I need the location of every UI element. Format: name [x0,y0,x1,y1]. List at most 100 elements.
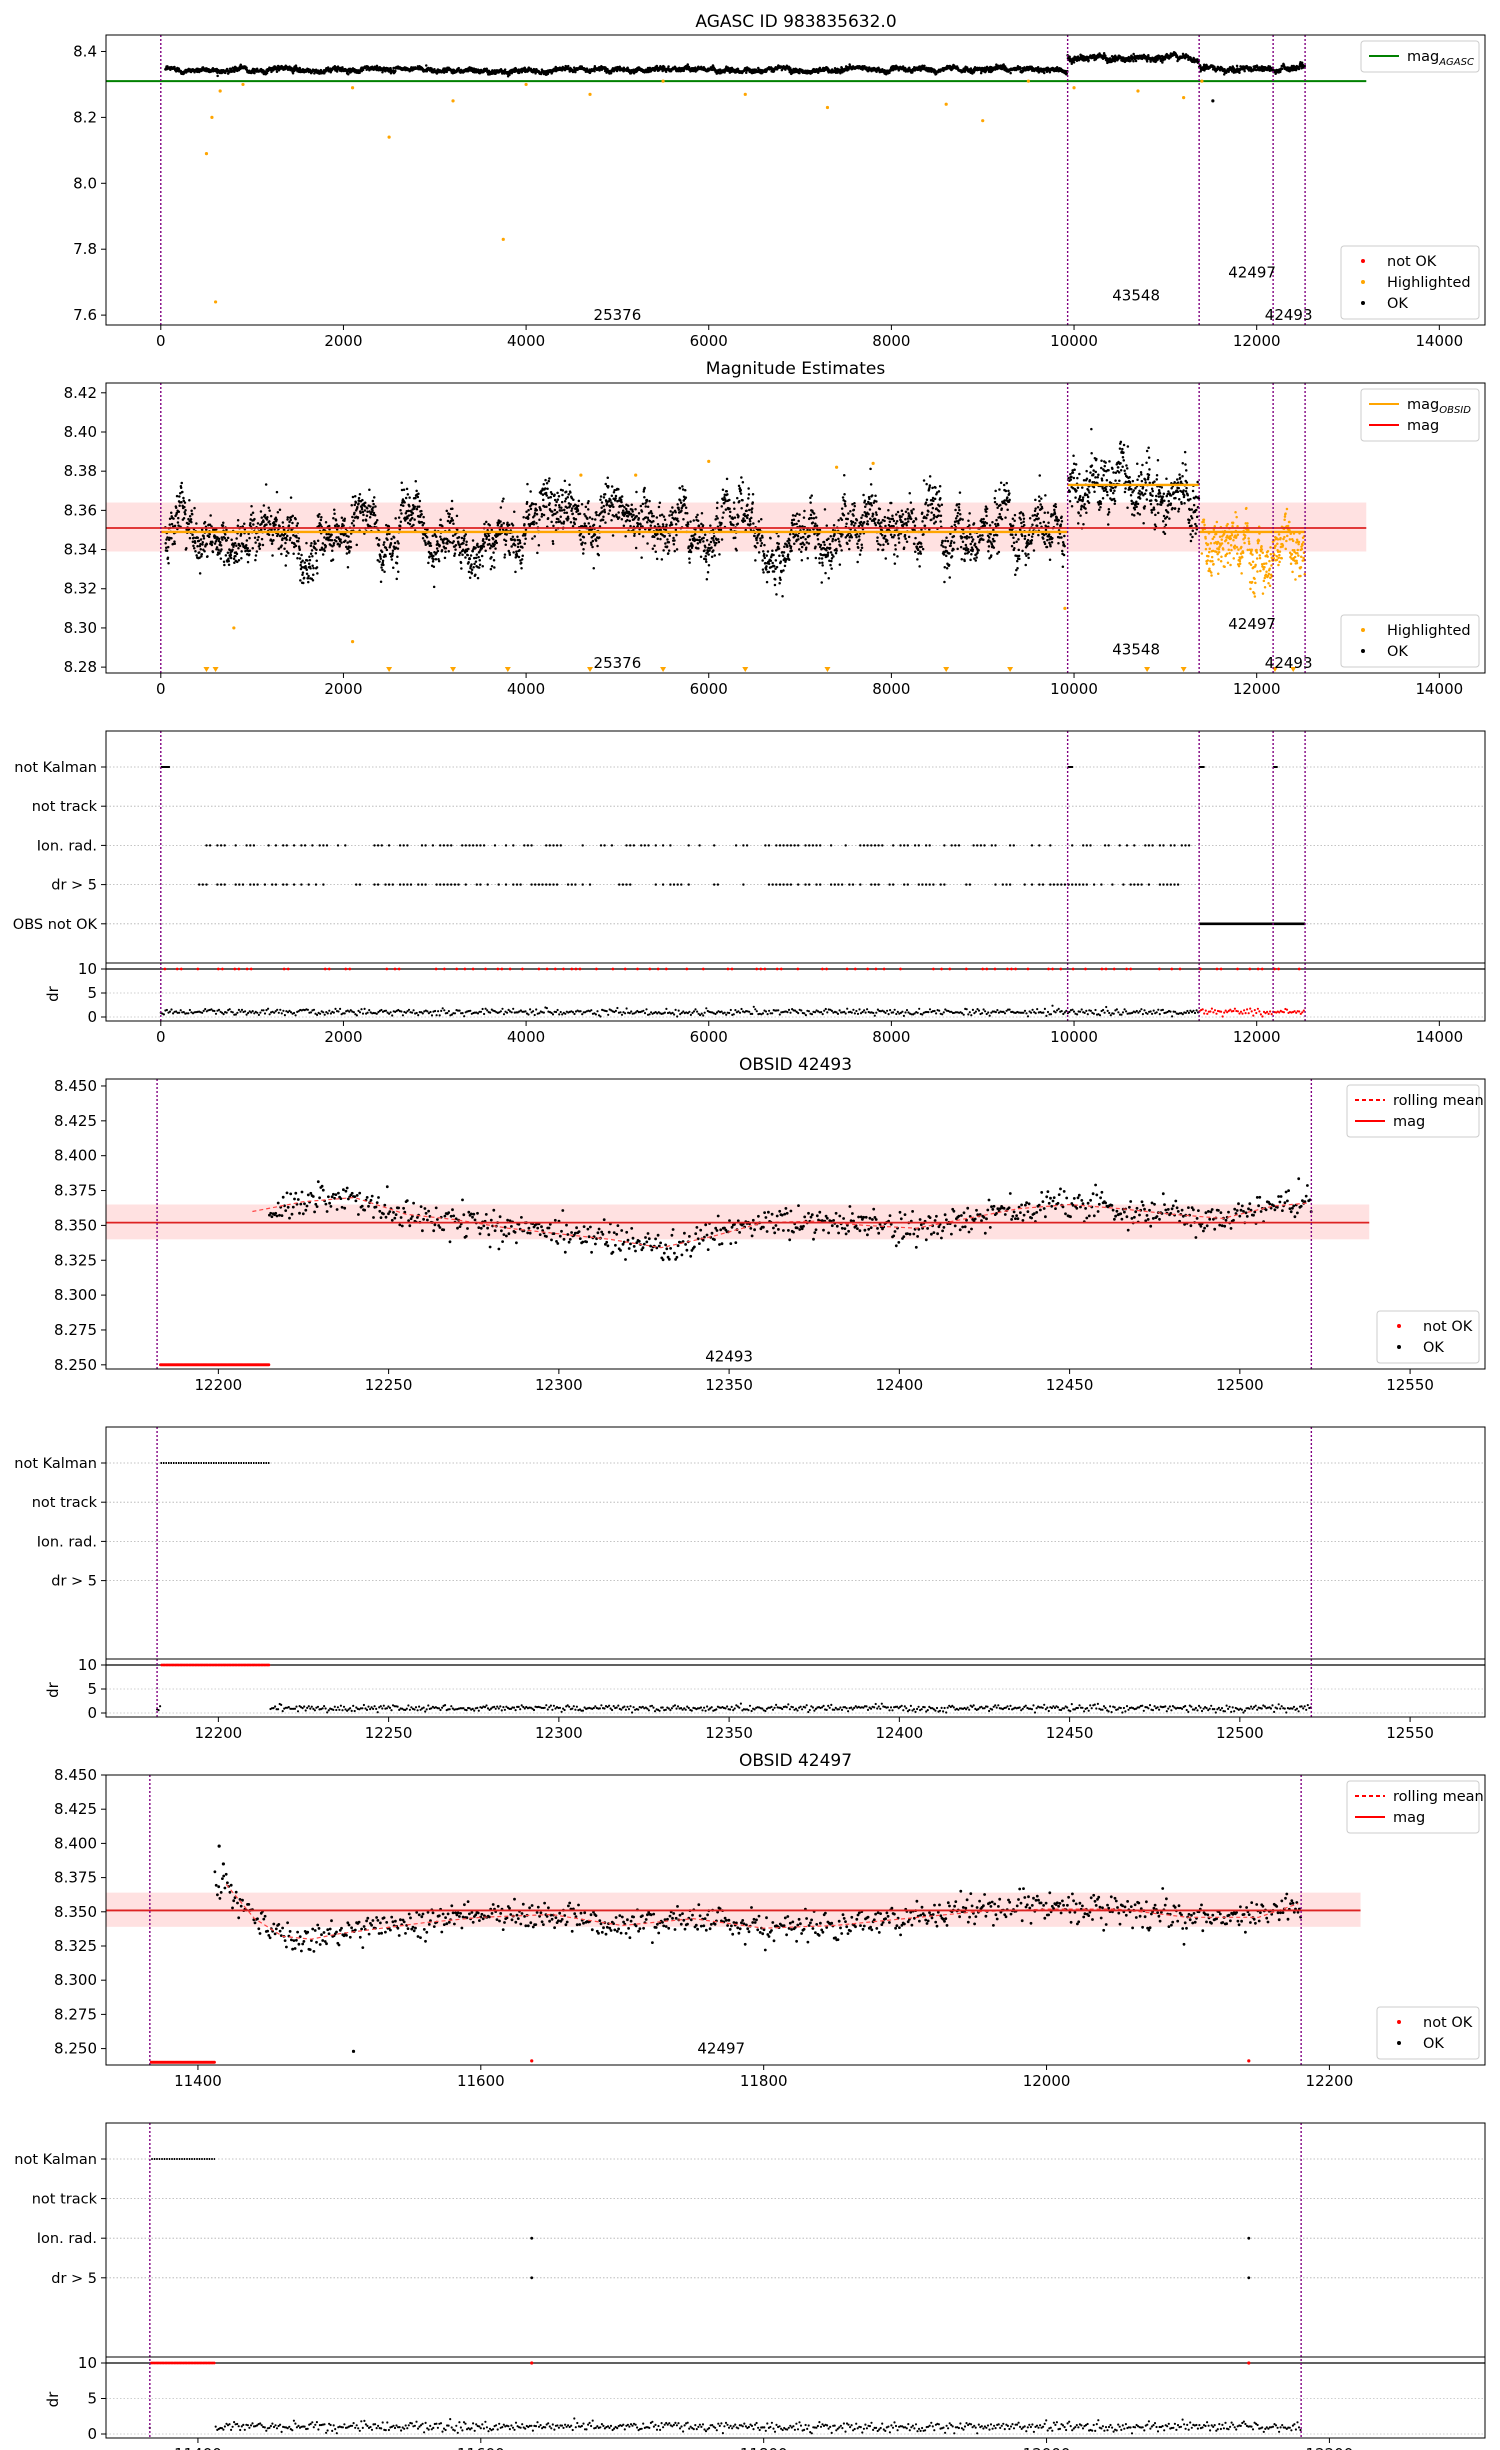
legend-label: not OK [1423,2015,1473,2031]
legend-label: OK [1387,644,1408,660]
y-tick-label: 8.425 [54,1112,97,1130]
y-tick-label: 8.4 [73,42,97,60]
x-tick-label: 12250 [365,1724,413,1742]
data-point [530,2236,534,2240]
x-tick-label: 12300 [535,1376,583,1394]
panel-p1: 25376 43548 42497 42493 0 2000 4000 6000 8000 100… [73,34,1486,350]
highlighted-marker [1180,667,1187,672]
panel-p2: Magnitude Estimates 25376 43548 42497 42493 0… [64,359,1486,698]
data-point-cloud [159,1004,1200,1018]
obsid-label: 42493 [1265,306,1313,324]
legend-label: OK [1423,2036,1444,2052]
dr-tick-label: 0 [87,2425,97,2443]
data-point [871,461,875,465]
highlighted-marker [1007,667,1014,672]
y-tick-label: 8.30 [64,619,97,637]
y-tick-label: 8.275 [54,2005,97,2023]
x-tick-label: 4000 [507,332,545,350]
x-tick-label: 14000 [1415,680,1463,698]
legend [1346,1780,1480,1834]
dr-tick-label: 10 [78,960,97,978]
flag-category-label: Ion. rad. [37,1534,97,1550]
x-tick-label: 6000 [690,332,728,350]
highlighted-marker [450,667,457,672]
flag-category-label: not track [32,1495,98,1511]
data-point-cloud [433,467,1066,598]
x-tick-label: 8000 [872,332,910,350]
y-tick-label: 8.34 [64,541,97,559]
obsid-label: 42497 [1228,263,1276,281]
data-point [350,640,355,644]
x-tick-label: 12200 [195,1376,243,1394]
y-tick-label: 7.6 [73,306,97,324]
flag-category-label: not track [32,2192,98,2208]
legend-label: Highlighted [1387,623,1471,639]
x-tick-label: 11400 [174,2072,222,2090]
data-point [241,82,245,87]
x-tick-label: 12200 [1306,2072,1354,2090]
legend-swatch [1361,259,1365,263]
x-tick-label: 11600 [457,2072,505,2090]
y-tick-label: 8.450 [54,1766,97,1784]
panel-p5: not Kalman not track Ion. rad. dr > 5 0 5 10 dr… [14,1426,1486,1742]
x-tick-label: 11800 [740,2072,788,2090]
data-point [1211,99,1215,103]
flag-category-label: OBS not OK [13,917,98,933]
y-tick-label: 8.36 [64,501,97,519]
obsid-label: 42493 [1265,654,1313,672]
flag-category-label: Ion. rad. [37,2231,97,2247]
data-point-cloud [148,2417,1302,2435]
data-point [1182,96,1186,100]
y-tick-label: 8.325 [54,1937,97,1955]
dr-tick-label: 10 [78,1656,97,1674]
x-tick-label: 12500 [1216,1724,1264,1742]
data-point [217,1844,221,1848]
legend-swatch [1397,1345,1401,1349]
data-point [825,105,830,110]
data-point [1247,2059,1251,2063]
x-tick-label: 0 [156,1028,166,1046]
x-tick-label: 12000 [1023,2445,1071,2450]
data-point [218,89,222,93]
data-point [1247,2276,1251,2280]
panel-p6: OBSID 42497 42497 11400 11600 11800 12000 1220… [54,1751,1486,2090]
legend-swatch [1361,649,1365,653]
obsid-label: 25376 [594,306,642,324]
y-tick-label: 8.375 [54,1182,97,1200]
x-tick-label: 12550 [1386,1376,1434,1394]
y-tick-label: 8.300 [54,1971,97,1989]
x-tick-label: 11600 [457,2445,505,2450]
data-point-cloud [163,967,1301,971]
highlighted-marker [587,667,594,672]
data-point [1247,2236,1251,2240]
x-tick-label: 12450 [1046,1724,1094,1742]
y-tick-label: 8.38 [64,462,97,480]
data-point-cloud [150,2361,216,2365]
data-point [501,237,505,241]
data-point [588,92,592,96]
legend-swatch [1397,1324,1401,1328]
legend-swatch [1361,628,1365,632]
legend-swatch [1361,280,1365,284]
x-tick-label: 12000 [1233,1028,1281,1046]
legend [1346,1084,1480,1138]
data-point [834,465,839,469]
panel-title: OBSID 42497 [739,1751,852,1771]
rolling-mean-line [252,1196,1308,1249]
legend [1360,40,1480,73]
data-point-cloud [205,844,1191,847]
y-tick-label: 8.350 [54,1903,97,1921]
highlighted-marker [1290,667,1297,672]
legend [1340,245,1480,320]
flag-category-label: dr > 5 [51,878,97,894]
panel-title: OBSID 42493 [739,1055,852,1075]
data-point [530,2361,534,2365]
dr-axis-label: dr [44,1681,62,1698]
data-point [1200,79,1204,83]
x-tick-label: 12500 [1216,1376,1264,1394]
top-title: AGASC ID 983835632.0 [695,12,896,32]
data-point [661,79,665,83]
x-tick-label: 12000 [1233,680,1281,698]
dr-axis-label: dr [44,2391,62,2408]
y-tick-label: 8.250 [54,1356,97,1374]
